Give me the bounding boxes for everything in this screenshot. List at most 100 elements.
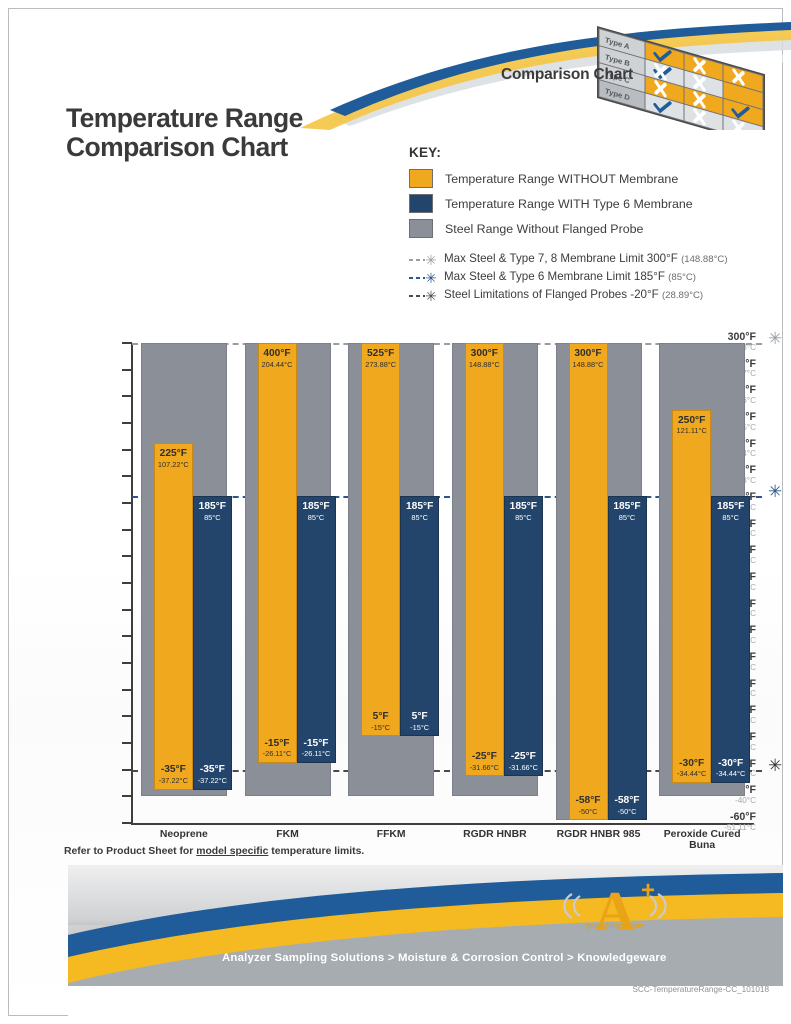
reference-line-185 [132,496,762,499]
legend-refline-celsius: (28.89°C) [661,290,704,301]
footnote: Refer to Product Sheet for model specifi… [64,846,364,857]
bar-bottom-label: -15°F -26.11°C [262,737,292,759]
bar-top-label: 185°F 85°C [509,501,537,523]
y-tick-mark-11 [122,635,132,638]
navy-range-bar: 185°F 85°C -30°F -34.44°C [711,496,751,783]
y-tick-mark-4 [122,448,132,451]
category-label-3: RGDR HNBR [463,829,527,840]
chart-legend: KEY: Temperature Range WITHOUT Membrane T… [409,145,749,306]
dashed-line-star-icon: ✳ [409,270,437,286]
legend-heading: KEY: [409,145,442,160]
dashed-line-star-icon: ✳ [409,252,437,268]
footnote-emphasis: model specific [196,846,269,857]
legend-swatch-list: Temperature Range WITHOUT Membrane Temper… [409,169,749,238]
legend-label: Temperature Range WITHOUT Membrane [445,171,679,186]
bar-top-label: 250°F 121.11°C [676,414,707,436]
svg-text:✳: ✳ [425,272,437,284]
bar-top-label: 300°F 148.88°C [468,348,500,369]
legend-swatch-icon [409,194,433,213]
a-plus-logo-icon: A + [563,877,667,943]
y-tick-mark-8 [122,555,132,558]
logo-plus-sign: + [641,877,655,904]
bar-top-label: 300°F 148.88°C [572,348,604,369]
legend-refline-label: Max Steel & Type 6 Membrane Limit 185°F … [444,270,696,283]
orange-range-bar: 250°F 121.11°C -30°F -34.44°C [672,409,712,783]
navy-range-bar: 185°F 85°C -35°F -37.22°C [192,496,232,790]
plot-area: ✳ ✳ ✳ 225°F 107.22°C -35°F -37.22°C 185°F 85°C -3… [132,330,782,823]
bar-top-label: 185°F 85°C [717,501,745,523]
legend-refline-2: ✳ Steel Limitations of Flanged Probes -20… [409,288,749,304]
bar-bottom-label: 5°F -15°C [371,710,391,732]
reference-line-300 [132,343,762,345]
navy-range-bar: 185°F 85°C -15°F -26.11°C [296,496,336,763]
legend-swatch-icon [409,169,433,188]
temperature-range-chart: 300°F148.88°C280°F137.77°C260°F126.66°C2… [56,330,782,851]
bar-bottom-label: -30°F -34.44°C [677,757,707,779]
footer-waves [68,865,783,1016]
bar-bottom-label: -35°F -37.22°C [197,764,227,785]
bar-bottom-label: -58°F -50°C [575,794,601,816]
dashed-line-star-icon: ✳ [409,288,437,304]
y-tick-mark-14 [122,715,132,718]
reference-line--20 [132,769,762,772]
navy-range-bar: 185°F 85°C -58°F -50°C [607,496,647,821]
logo-subtext: geniefilters.com [585,921,645,930]
bar-top-label: 525°F 273.88°C [365,348,397,369]
bar-bottom-label: -58°F -50°C [614,794,640,816]
y-tick-mark-18 [122,822,132,824]
legend-item-0: Temperature Range WITHOUT Membrane [409,169,749,188]
reference-line-star-icon-300: ✳ [768,329,783,348]
orange-range-bar: 525°F 273.88°C 5°F -15°C [361,343,401,737]
company-logo: A + [560,872,670,944]
svg-text:✳: ✳ [425,290,437,302]
y-tick-mark-12 [122,662,132,664]
orange-range-bar: 300°F 148.88°C -25°F -31.66°C [464,343,504,777]
legend-refline-1: ✳ Max Steel & Type 6 Membrane Limit 185°F… [409,270,749,286]
legend-refline-label: Max Steel & Type 7, 8 Membrane Limit 300… [444,252,728,265]
y-tick-mark-2 [122,395,132,398]
y-tick-c: -40°C [734,795,756,805]
svg-text:✳: ✳ [425,254,437,266]
bar-top-label: 185°F 85°C [302,501,330,523]
legend-item-1: Temperature Range WITH Type 6 Membrane [409,194,749,213]
logo-letter-a: A [595,881,636,943]
bar-bottom-label: -35°F -37.22°C [158,764,188,785]
legend-label: Temperature Range WITH Type 6 Membrane [445,196,693,211]
y-tick-mark-13 [122,688,132,691]
navy-range-bar: 185°F 85°C -25°F -31.66°C [503,496,543,777]
footer-graphic [8,865,783,1016]
legend-swatch-icon [409,219,433,238]
category-label-1: FKM [276,829,299,840]
category-label-0: Neoprene [159,829,208,840]
y-tick-mark-0 [122,342,132,344]
reference-line-star-icon-185: ✳ [768,482,783,502]
category-label-4: RGDR HNBR 985 [556,829,641,840]
y-tick-f: -60°F [729,811,756,823]
bar-bottom-label: 5°F -15°C [410,710,430,732]
y-tick-mark-15 [122,742,132,744]
y-tick-c: -51.11°C [724,822,756,832]
legend-refline-0: ✳ Max Steel & Type 7, 8 Membrane Limit 30… [409,252,749,268]
bar-top-label: 185°F 85°C [406,501,434,523]
legend-item-2: Steel Range Without Flanged Probe [409,219,749,238]
orange-range-bar: 300°F 148.88°C -58°F -50°C [568,343,608,821]
orange-range-bar: 400°F 204.44°C -15°F -26.11°C [257,343,297,763]
orange-range-bar: 225°F 107.22°C -35°F -37.22°C [153,443,193,790]
legend-refline-celsius: (85°C) [668,272,696,283]
bar-top-label: 225°F 107.22°C [157,448,189,469]
y-tick-mark-10 [122,608,132,611]
y-axis-line [131,343,133,825]
legend-refline-label: Steel Limitations of Flanged Probes -20°… [444,288,704,301]
y-tick-mark-1 [122,368,132,371]
bar-bottom-label: -25°F -31.66°C [469,750,499,772]
bar-bottom-label: -15°F -26.11°C [301,737,331,759]
badge-label: Comparison Chart [501,66,634,83]
y-tick-mark-6 [122,502,132,504]
y-tick-f: 300°F [727,331,756,343]
bar-top-label: 185°F 85°C [613,501,641,523]
page-title: Temperature Range Comparison Chart [66,104,396,162]
bar-top-label: 185°F 85°C [198,501,226,523]
x-axis-line [131,823,754,825]
